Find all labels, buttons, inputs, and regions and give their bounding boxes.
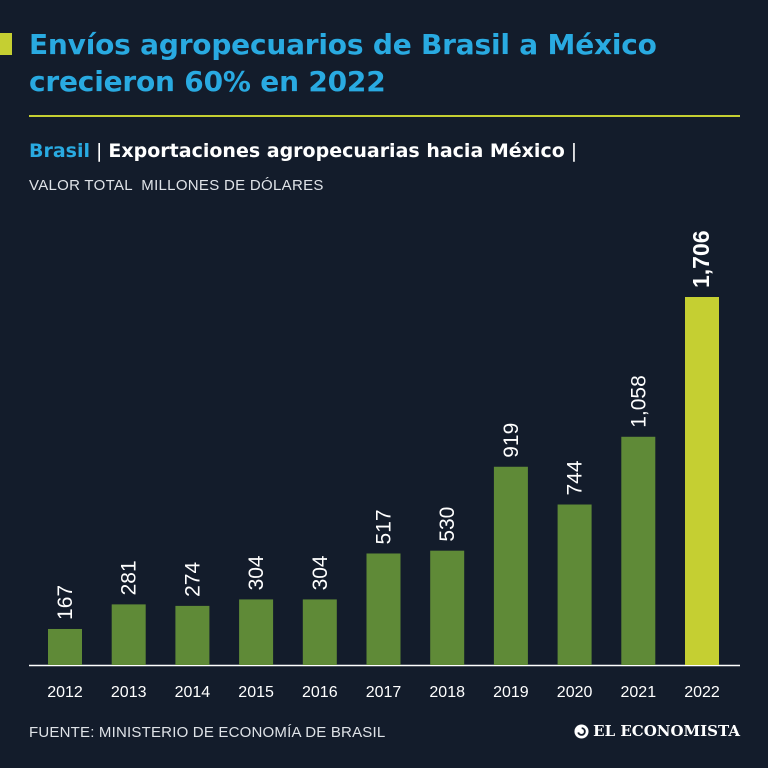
x-tick-2016: 2016	[302, 684, 338, 701]
bar-2017	[366, 553, 401, 665]
x-tick-2020: 2020	[557, 684, 593, 701]
x-tick-2022: 2022	[684, 684, 720, 701]
bar-2022	[685, 297, 719, 665]
subtitle-separator-trailing: |	[570, 140, 578, 162]
bar-2021	[621, 436, 656, 665]
x-tick-2014: 2014	[175, 684, 211, 701]
x-tick-2019: 2019	[493, 684, 529, 701]
bar-2020	[557, 504, 592, 665]
bar-2015	[239, 599, 274, 665]
bar-2012	[48, 628, 82, 665]
value-label-2020: 744	[564, 460, 587, 495]
subtitle-separator: |	[96, 140, 103, 162]
x-tick-2021: 2021	[621, 684, 657, 701]
value-label-2014: 274	[181, 562, 204, 597]
bar-2014	[175, 605, 210, 665]
bar-2013	[111, 604, 146, 665]
value-label-2012: 167	[54, 585, 77, 620]
x-tick-2017: 2017	[366, 684, 402, 701]
x-tick-2012: 2012	[47, 684, 83, 701]
value-label-2022: 1,706	[688, 230, 714, 288]
title-divider	[29, 115, 740, 117]
unit-label: VALOR TOTAL MILLONES DE DÓLARES	[29, 177, 324, 194]
brand-logo: EL ECONOMISTA	[574, 722, 740, 740]
bar-2019	[493, 466, 528, 665]
value-label-2018: 530	[436, 507, 459, 542]
x-tick-2018: 2018	[429, 684, 465, 701]
chart-subtitle: Brasil | Exportaciones agropecuarias hacia…	[29, 140, 583, 162]
brand-mark-icon	[574, 723, 589, 739]
brand-name: EL ECONOMISTA	[593, 722, 740, 740]
x-tick-2013: 2013	[111, 684, 147, 701]
title-accent-square	[0, 33, 12, 55]
value-label-2016: 304	[309, 555, 332, 590]
bar-2018	[430, 550, 465, 665]
subtitle-country: Brasil	[29, 140, 91, 162]
subtitle-topic: Exportaciones agropecuarias hacia México	[108, 140, 565, 162]
bar-2016	[302, 599, 337, 665]
value-label-2021: 1,058	[627, 375, 650, 428]
value-label-2015: 304	[245, 555, 268, 590]
source-note: FUENTE: MINISTERIO DE ECONOMÍA DE BRASIL	[29, 724, 386, 741]
value-label-2017: 517	[373, 509, 396, 544]
value-label-2013: 281	[118, 560, 141, 595]
x-tick-2015: 2015	[238, 684, 274, 701]
value-label-2019: 919	[500, 423, 523, 458]
chart-title: Envíos agropecuarios de Brasil a México …	[29, 28, 657, 98]
